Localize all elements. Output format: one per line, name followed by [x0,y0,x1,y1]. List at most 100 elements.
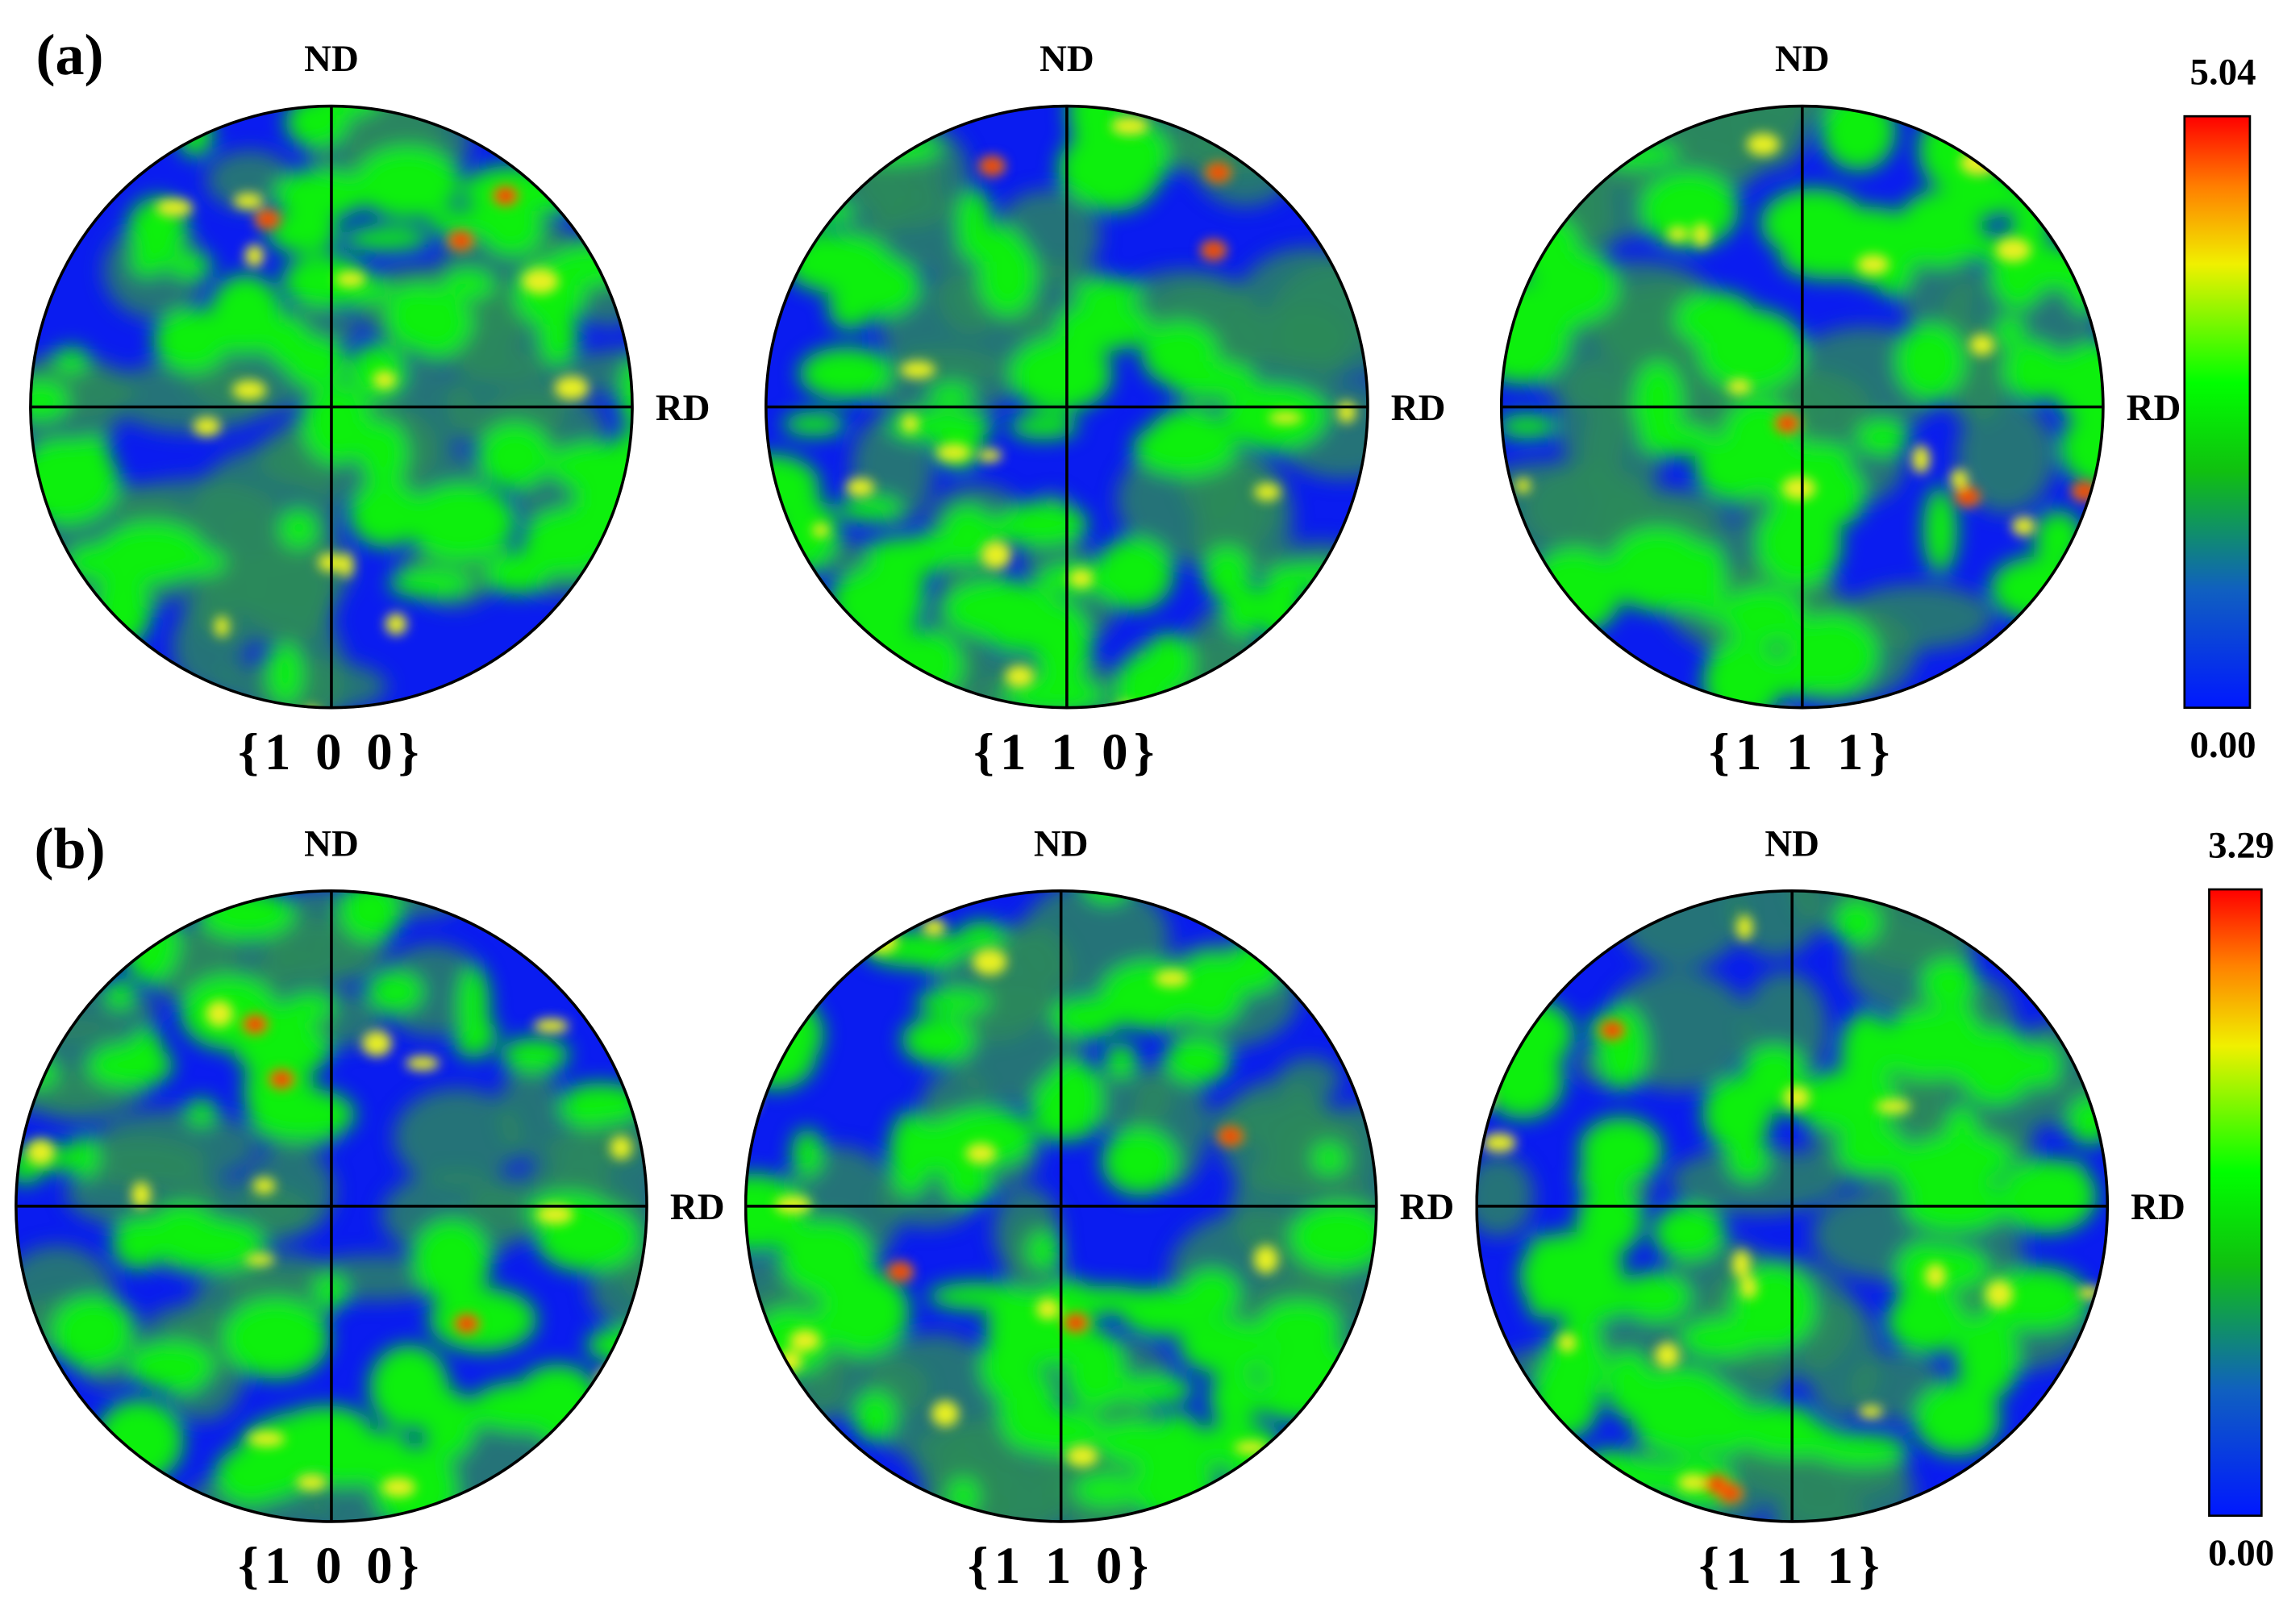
green-region [1635,1367,1727,1426]
green-region [1524,294,1580,340]
green-region [2050,341,2103,424]
green-region [1923,486,1958,574]
high-region [1950,468,1969,489]
green-region [1789,1071,1901,1132]
high-region [981,540,1011,569]
green-region [558,1091,619,1128]
rd-label: RD [670,1186,725,1228]
green-region [153,308,229,373]
high-region [1985,1280,2014,1309]
high-region [554,375,590,401]
green-region [2033,510,2083,567]
high-region [301,706,322,708]
mid-region [554,348,633,397]
green-region [1070,279,1146,305]
green-region [906,532,952,574]
high-region [812,523,830,538]
green-region [1095,537,1174,610]
green-region [1209,1368,1261,1427]
high-region [1066,1445,1098,1468]
mid-region [861,348,1019,417]
green-region [1856,418,1909,456]
high-region [901,414,919,434]
high-region [296,1474,327,1491]
high-region [1739,1276,1758,1300]
green-region [2003,340,2064,402]
high-region [1969,334,1995,356]
nd-label: ND [1775,38,1830,80]
green-region [998,1366,1057,1451]
high-region [1875,1099,1911,1114]
green-region [1998,1159,2097,1234]
green-region [1133,420,1237,477]
peak-core [459,1318,474,1330]
green-region [1031,1076,1079,1142]
green-region [105,978,135,1010]
colorbar-max: 3.29 [2208,824,2274,866]
green-region [1920,958,1977,1009]
green-region [927,1282,1029,1310]
colorbar [2183,115,2252,710]
green-region [421,1389,476,1460]
high-region [252,1177,276,1194]
high-region [533,1018,569,1034]
green-region [1731,1403,1817,1439]
green-region [268,643,302,705]
green-region [1055,301,1152,352]
high-region [26,1139,55,1166]
panel-label: (b) [35,816,106,881]
high-region [361,1030,392,1057]
green-region [1164,1036,1231,1085]
high-region [156,198,194,217]
high-region [214,615,230,638]
peak-core [248,1018,263,1031]
high-region [1005,665,1035,688]
green-region [547,245,633,285]
green-region [1639,170,1739,248]
intensity-map [1501,106,2103,708]
green-region [428,1287,537,1352]
green-region [1762,656,1827,697]
high-region [1924,1263,1947,1289]
green-region [1073,1473,1140,1506]
peak-core [1960,490,1975,503]
green-region [1109,1375,1195,1405]
green-region [389,568,473,598]
high-region [381,1477,416,1497]
high-region [131,1181,152,1209]
green-region [831,566,918,642]
high-region [1781,477,1816,500]
green-region [385,283,453,350]
green-region [1099,960,1200,1031]
high-region [318,552,341,573]
green-region [1886,1289,1968,1354]
high-region [233,193,264,210]
high-region [1731,1249,1751,1279]
green-region [1702,1075,1773,1151]
plane-label: {1 0 0} [238,723,424,781]
mid-region [1219,1079,1339,1195]
peak-core [1605,1024,1620,1036]
high-region [244,244,265,268]
green-region [1482,1042,1564,1119]
high-region [406,1056,440,1071]
green-region [1165,360,1257,398]
green-region [1203,546,1251,601]
high-region [248,1430,285,1447]
green-region [269,316,311,368]
high-region [1783,1085,1810,1109]
green-region [30,380,69,422]
green-region [52,1295,133,1369]
green-region [1814,1434,1909,1466]
green-region [279,509,319,548]
green-region [1596,1005,1648,1090]
peak-core [2077,485,2092,498]
peaks [1477,914,2102,1504]
green-region [1111,122,1169,193]
high-region [899,360,936,379]
green-region [500,1037,569,1072]
high-region [1337,401,1356,423]
green-region [1833,900,1881,945]
green-region [167,252,214,280]
